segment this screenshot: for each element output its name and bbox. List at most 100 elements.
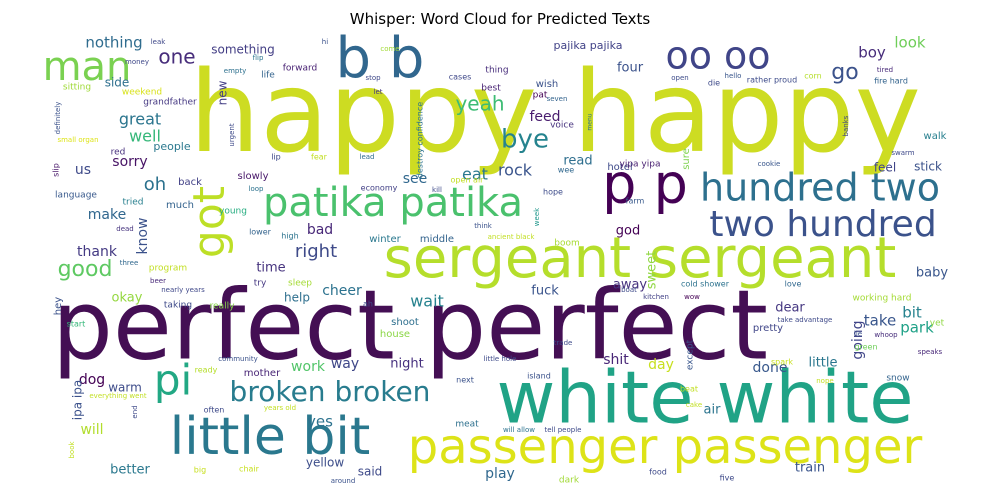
word-pajika-pajika: pajika pajika <box>553 39 622 52</box>
word-will-allow: will allow <box>503 426 535 434</box>
word-program: program <box>149 264 187 274</box>
word-kill: kill <box>432 186 442 194</box>
word-lip: lip <box>271 153 281 162</box>
word-bye: bye <box>501 125 549 155</box>
word-economy: economy <box>361 184 398 193</box>
word-patika-patika: patika patika <box>263 180 523 226</box>
word-big: big <box>194 466 206 475</box>
word-us: us <box>75 162 91 178</box>
word-cases: cases <box>449 73 472 82</box>
word-next: next <box>456 376 474 385</box>
word-speaks: speaks <box>918 348 943 356</box>
word-take: take <box>864 312 896 330</box>
word-good: good <box>58 257 113 282</box>
word-park: park <box>900 319 934 337</box>
word-boy: boy <box>858 44 886 62</box>
word-fear: fear <box>311 153 328 162</box>
word-lead: lead <box>360 153 375 161</box>
word-everything-went: everything went <box>89 392 146 400</box>
word-book: book <box>68 441 76 459</box>
word-dear: dear <box>775 301 805 316</box>
word-green: green <box>854 343 877 352</box>
word-know: know <box>135 218 151 255</box>
word-bad: bad <box>307 222 333 238</box>
word-take-advantage: take advantage <box>778 316 833 324</box>
word-yipa-yipa: yipa yipa <box>620 160 661 170</box>
word-white-white: white white <box>497 356 914 440</box>
word-got: got <box>184 186 235 258</box>
word-winter: winter <box>369 234 401 245</box>
word-will: will <box>80 422 103 438</box>
word-help: help <box>284 291 310 305</box>
word-think: think <box>474 222 493 230</box>
word-hundred-two: hundred two <box>700 166 940 210</box>
word-house: house <box>380 329 410 340</box>
word-often: often <box>204 406 225 415</box>
word-yes: yes <box>307 413 333 431</box>
word-back: back <box>178 177 202 188</box>
word-destroy-confidence: destroy confidence <box>416 102 425 178</box>
word-cake: cake <box>686 401 702 409</box>
word-boom: boom <box>554 239 580 249</box>
word-fuck: fuck <box>531 284 559 299</box>
word-going: going <box>850 320 866 359</box>
word-away: away <box>613 278 648 293</box>
word-feed: feed <box>529 109 560 125</box>
word-voice: voice <box>550 121 574 131</box>
chart-title: Whisper: Word Cloud for Predicted Texts <box>349 10 651 28</box>
word-really: really <box>210 302 236 312</box>
word-trade: trade <box>554 339 573 347</box>
word-thing: thing <box>485 66 508 76</box>
word-sergeant-sergeant: sergeant sergeant <box>384 226 897 291</box>
word-wow: wow <box>684 293 700 301</box>
word-best: best <box>481 84 501 94</box>
word-tried: tried <box>123 198 144 208</box>
word-boat: boat <box>621 286 637 294</box>
word-something: something <box>211 43 275 57</box>
word-dog: dog <box>79 372 105 388</box>
word-okay: okay <box>112 291 143 306</box>
word-food: food <box>649 468 667 477</box>
word-tell-people: tell people <box>545 426 582 434</box>
word-three: three <box>120 259 139 267</box>
word-b-b: b b <box>336 26 425 91</box>
word-stick: stick <box>914 160 942 174</box>
word-little-bit: little bit <box>170 407 370 467</box>
word-four: four <box>617 61 644 76</box>
word-young: young <box>219 207 247 217</box>
word-feel: feel <box>874 161 896 175</box>
word-wish: wish <box>536 79 559 90</box>
word-pretty: pretty <box>753 323 783 334</box>
word-passenger-passenger: passenger passenger <box>408 419 923 475</box>
word-around: around <box>331 477 356 485</box>
word-perfect-perfect: perfect perfect <box>52 269 768 381</box>
word-farm: farm <box>626 197 645 206</box>
word-beat: beat <box>680 385 698 394</box>
word-open: open <box>671 74 688 82</box>
word-said: said <box>358 465 383 479</box>
word-empty: empty <box>224 67 246 75</box>
word-work: work <box>291 359 326 375</box>
word-ah: ah <box>363 300 373 309</box>
word-sleep: sleep <box>288 279 312 289</box>
word-new: new <box>216 80 230 105</box>
word-years-old: years old <box>264 404 296 412</box>
word-flip: flip <box>253 54 264 62</box>
word-people: people <box>153 140 191 153</box>
word-hello: hello <box>725 72 742 80</box>
word-island: island <box>527 372 551 381</box>
word-taking: taking <box>164 301 192 311</box>
word-night: night <box>390 357 423 372</box>
word-open-air: open air <box>451 176 485 185</box>
word-stop: stop <box>365 74 381 82</box>
word-ready: ready <box>195 366 218 375</box>
word-swarm: swarm <box>891 149 914 157</box>
word-wee: wee <box>558 166 574 175</box>
word-pi: pi <box>154 356 192 405</box>
word-weekend: weekend <box>122 88 162 98</box>
word-hotel: hotel <box>607 162 632 173</box>
word-die: die <box>708 79 720 88</box>
word-ipa-ipa: ipa ipa <box>71 380 85 420</box>
word-middle: middle <box>420 234 454 245</box>
